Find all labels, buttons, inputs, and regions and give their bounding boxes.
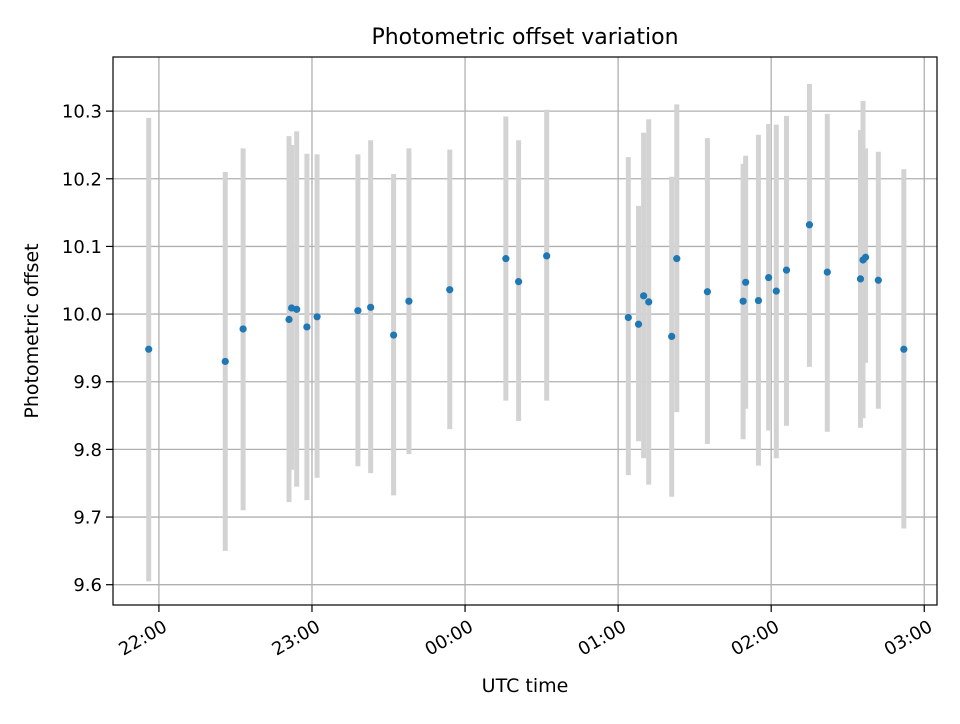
data-points [145,221,908,366]
y-tick-label: 10.1 [62,237,102,258]
data-point [805,221,814,229]
data-point [390,331,398,339]
data-point [354,307,362,315]
data-point [634,320,643,328]
data-point [900,345,908,353]
data-point [502,255,510,263]
x-axis-label: UTC time [482,675,569,697]
data-point [293,305,301,313]
y-tick-label: 9.9 [73,372,102,393]
data-point [703,288,712,296]
data-point [303,323,311,331]
data-point [739,297,747,305]
data-point [856,275,865,283]
y-tick-label: 10.3 [62,102,102,123]
data-point [823,268,831,276]
data-point [221,357,229,366]
data-point [754,296,763,305]
data-point [861,253,870,261]
data-point [367,303,375,311]
data-point [645,298,653,306]
data-point [543,252,551,260]
y-tick-label: 9.7 [73,508,102,529]
data-point [772,287,780,295]
data-point [624,313,632,322]
y-axis-ticks: 9.6 9.7 9.8 9.9 10.0 10.1 10.2 10.3 [62,102,113,596]
y-tick-label: 9.8 [73,440,102,461]
data-point [313,313,321,321]
data-point [239,325,247,333]
y-tick-label: 10.2 [62,169,102,190]
data-point [765,273,773,282]
data-point [515,278,523,286]
data-point [742,278,750,286]
y-axis-label: Photometric offset [21,243,43,418]
data-point [405,297,413,305]
data-point [668,332,676,341]
data-point [285,315,293,324]
data-point [782,266,791,274]
data-point [874,276,882,284]
y-tick-label: 10.0 [62,305,102,326]
data-point [640,292,648,300]
data-point [145,345,153,353]
chart-title: Photometric offset variation [371,25,678,50]
plot-frame [112,56,938,606]
grid-lines [113,57,937,605]
data-point [673,255,681,263]
y-tick-label: 9.6 [73,575,102,596]
data-point [446,286,454,294]
